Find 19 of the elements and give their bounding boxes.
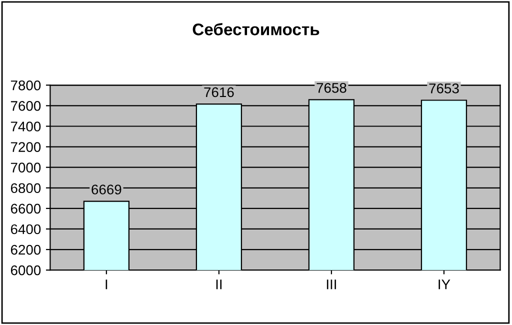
y-tick-label: 7600 bbox=[10, 101, 41, 111]
y-tick-label: 7000 bbox=[10, 162, 41, 173]
data-label: 7653 bbox=[429, 84, 459, 94]
data-label: 7658 bbox=[316, 82, 346, 93]
y-tick-label: 6400 bbox=[10, 224, 41, 234]
y-tick-label: 7200 bbox=[10, 142, 41, 152]
chart-title: Себестоимость bbox=[192, 22, 320, 36]
y-tick-label: 6600 bbox=[10, 204, 41, 214]
y-tick-label: 6200 bbox=[10, 244, 41, 255]
y-tick-label: 6800 bbox=[10, 183, 41, 194]
x-tick-label: I bbox=[106, 280, 108, 290]
data-label: 7616 bbox=[204, 87, 234, 98]
x-tick-label: III bbox=[326, 280, 336, 290]
y-tick-label: 7800 bbox=[10, 80, 41, 90]
x-tick-label: IY bbox=[438, 280, 450, 290]
y-tick-label: 7400 bbox=[10, 122, 41, 132]
x-tick-label: II bbox=[216, 280, 222, 290]
data-label: 6669 bbox=[92, 184, 122, 194]
y-tick-label: 6000 bbox=[10, 265, 41, 276]
